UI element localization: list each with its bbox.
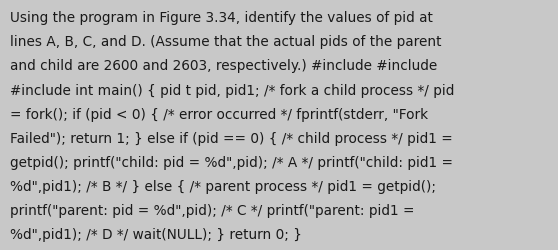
Text: #include int main() { pid t pid, pid1; /* fork a child process */ pid: #include int main() { pid t pid, pid1; /… [10, 83, 454, 97]
Text: %d",pid1); /* B */ } else { /* parent process */ pid1 = getpid();: %d",pid1); /* B */ } else { /* parent pr… [10, 179, 436, 193]
Text: lines A, B, C, and D. (Assume that the actual pids of the parent: lines A, B, C, and D. (Assume that the a… [10, 35, 441, 49]
Text: printf("parent: pid = %d",pid); /* C */ printf("parent: pid1 =: printf("parent: pid = %d",pid); /* C */ … [10, 203, 415, 217]
Text: Using the program in Figure 3.34, identify the values of pid at: Using the program in Figure 3.34, identi… [10, 11, 433, 25]
Text: getpid(); printf("child: pid = %d",pid); /* A */ printf("child: pid1 =: getpid(); printf("child: pid = %d",pid);… [10, 155, 453, 169]
Text: Failed"); return 1; } else if (pid == 0) { /* child process */ pid1 =: Failed"); return 1; } else if (pid == 0)… [10, 131, 453, 145]
Text: = fork(); if (pid < 0) { /* error occurred */ fprintf(stderr, "Fork: = fork(); if (pid < 0) { /* error occurr… [10, 107, 428, 121]
Text: %d",pid1); /* D */ wait(NULL); } return 0; }: %d",pid1); /* D */ wait(NULL); } return … [10, 227, 302, 241]
Text: and child are 2600 and 2603, respectively.) #include #include: and child are 2600 and 2603, respectivel… [10, 59, 437, 73]
